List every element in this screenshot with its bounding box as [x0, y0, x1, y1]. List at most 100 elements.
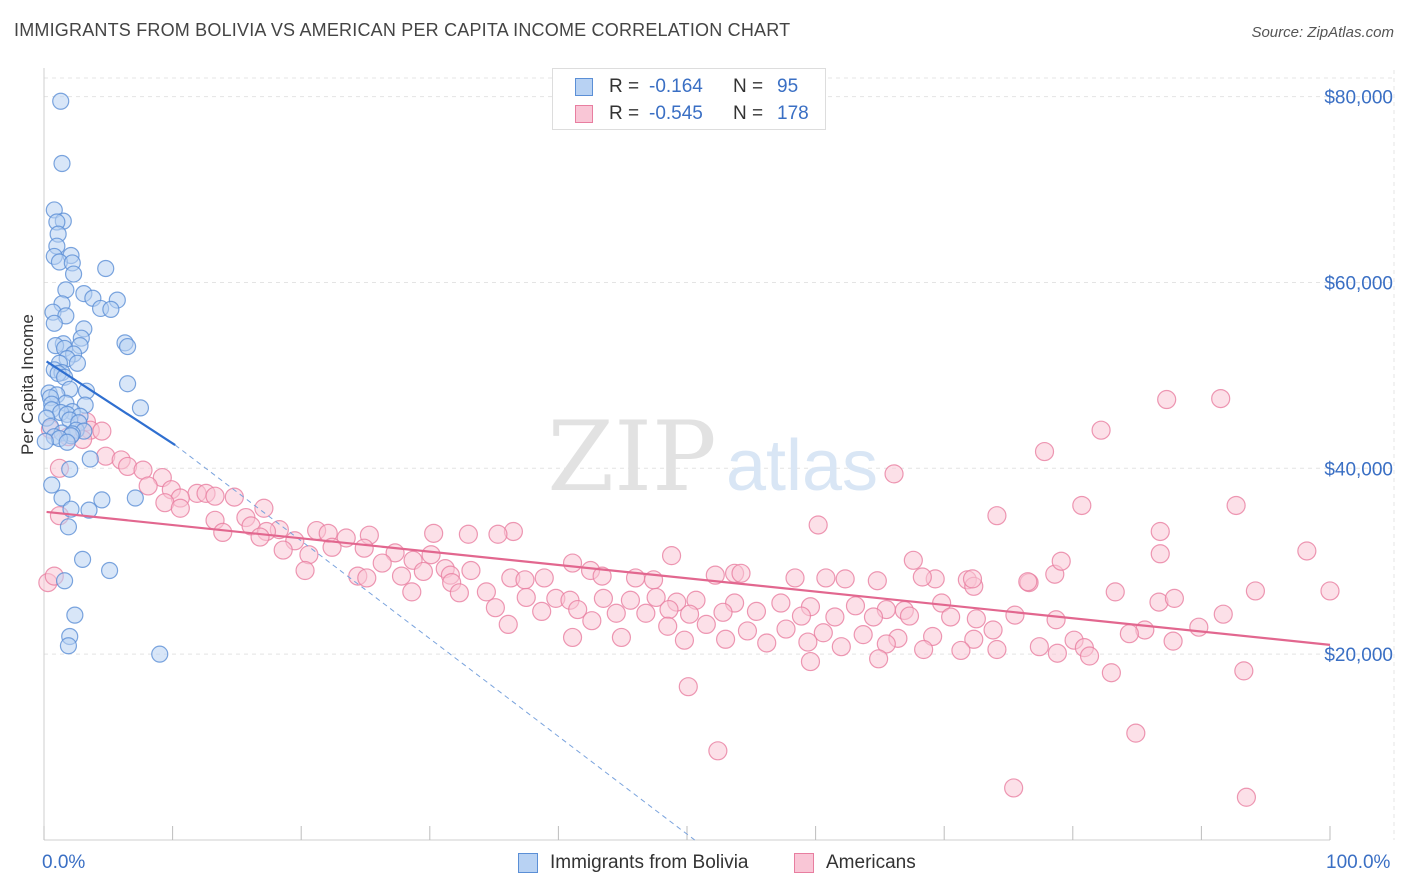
point-americans-137 — [876, 634, 896, 654]
point-bolivia-68 — [61, 460, 79, 478]
point-americans-57 — [515, 570, 535, 590]
point-americans-122 — [813, 623, 833, 643]
point-americans-166 — [1091, 420, 1111, 440]
point-americans-66 — [816, 568, 836, 588]
point-americans-134 — [757, 633, 777, 653]
point-americans-131 — [611, 627, 632, 648]
point-americans-127 — [983, 620, 1003, 640]
point-americans-152 — [1126, 723, 1146, 743]
trend-line-americans — [46, 510, 1331, 646]
point-bolivia-11 — [97, 259, 115, 278]
watermark-atlas: atlas — [726, 426, 878, 506]
point-americans-148 — [1101, 663, 1121, 683]
point-americans-174 — [884, 464, 904, 484]
legend-n-label: N = — [733, 103, 764, 124]
point-americans-147 — [1079, 646, 1100, 666]
point-americans-47 — [562, 553, 583, 573]
point-bolivia-81 — [59, 637, 78, 655]
point-americans-168 — [1157, 389, 1177, 410]
point-americans-105 — [791, 606, 812, 626]
point-americans-160 — [1018, 572, 1038, 592]
legend-n-label: N = — [733, 76, 764, 97]
y-tick-label-1: $40,000 — [1324, 459, 1393, 480]
legend-item-bolivia[interactable]: Immigrants from Bolivia — [518, 852, 749, 874]
point-bolivia-75 — [59, 518, 78, 536]
point-bolivia-70 — [53, 489, 71, 507]
point-americans-132 — [674, 630, 695, 650]
point-americans-81 — [516, 587, 536, 608]
point-bolivia-79 — [66, 606, 84, 624]
legend-row-bolivia: R = -0.164 N = 95 — [575, 75, 798, 99]
point-americans-139 — [951, 640, 971, 661]
point-americans-114 — [1189, 617, 1209, 637]
point-bolivia-65 — [36, 432, 54, 450]
x-min-label: 0.0% — [42, 852, 86, 873]
point-americans-154 — [1236, 787, 1257, 807]
point-bolivia-29 — [118, 337, 137, 356]
point-americans-106 — [825, 607, 845, 627]
point-americans-99 — [606, 603, 626, 623]
y-tick-label-2: $60,000 — [1324, 273, 1393, 294]
y-tick-label-3: $80,000 — [1324, 88, 1393, 109]
watermark-zip: ZIP — [547, 401, 716, 513]
point-bolivia-39 — [118, 375, 137, 393]
legend-r-value-bolivia: -0.164 — [649, 76, 703, 97]
point-americans-101 — [659, 599, 679, 620]
point-americans-50 — [295, 560, 315, 581]
legend-swatch-bolivia — [518, 853, 538, 873]
point-bolivia-72 — [93, 491, 111, 509]
legend-r-label: R = — [609, 76, 640, 97]
point-americans-86 — [646, 587, 666, 608]
point-americans-104 — [746, 601, 767, 622]
point-americans-76 — [1164, 588, 1184, 608]
point-bolivia-34 — [68, 354, 87, 372]
point-americans-118 — [658, 616, 678, 636]
point-americans-80 — [476, 582, 496, 602]
point-americans-27 — [213, 522, 233, 543]
point-bolivia-76 — [73, 550, 92, 568]
point-americans-146 — [1047, 643, 1067, 663]
point-americans-162 — [912, 567, 932, 587]
legend-swatch-americans — [575, 105, 593, 123]
point-americans-45 — [413, 561, 433, 582]
point-americans-126 — [964, 629, 984, 649]
point-americans-38 — [273, 540, 293, 560]
series-legend: Immigrants from Bolivia Americans — [0, 852, 1406, 878]
y-tick-labels: $20,000 $40,000 $60,000 $80,000 — [1324, 88, 1393, 667]
point-americans-164 — [987, 506, 1007, 526]
point-americans-37 — [354, 538, 374, 558]
point-americans-90 — [771, 593, 791, 613]
point-americans-33 — [458, 524, 478, 544]
point-americans-109 — [941, 607, 961, 627]
point-americans-140 — [987, 639, 1007, 660]
point-americans-96 — [485, 598, 505, 618]
x-max-label: 100.0% — [1326, 852, 1391, 873]
point-americans-151 — [708, 741, 728, 761]
point-bolivia-82 — [151, 645, 169, 663]
point-bolivia-69 — [43, 476, 61, 494]
point-americans-141 — [1029, 637, 1049, 657]
point-americans-120 — [737, 621, 758, 641]
point-americans-20 — [170, 498, 190, 518]
point-americans-153 — [1004, 778, 1024, 798]
point-americans-145 — [869, 649, 889, 669]
point-bolivia-77 — [100, 561, 119, 580]
legend-label-bolivia: Immigrants from Bolivia — [550, 852, 749, 873]
correlation-legend: R = -0.164 N = 95 R = -0.545 N = 178 — [552, 68, 826, 130]
point-americans-21 — [254, 498, 274, 518]
series-americans — [38, 388, 1340, 807]
point-americans-158 — [903, 550, 923, 570]
point-americans-129 — [1119, 624, 1139, 644]
point-americans-157 — [808, 515, 828, 535]
point-americans-150 — [678, 677, 698, 697]
legend-item-americans[interactable]: Americans — [794, 852, 916, 874]
point-americans-143 — [1163, 631, 1183, 651]
point-americans-135 — [798, 632, 818, 652]
point-bolivia-0 — [52, 92, 70, 110]
point-bolivia-74 — [80, 501, 98, 519]
legend-r-value-americans: -0.545 — [649, 103, 703, 124]
point-americans-54 — [357, 568, 377, 588]
point-americans-97 — [532, 601, 552, 622]
point-americans-117 — [582, 611, 602, 631]
point-americans-43 — [372, 553, 392, 573]
